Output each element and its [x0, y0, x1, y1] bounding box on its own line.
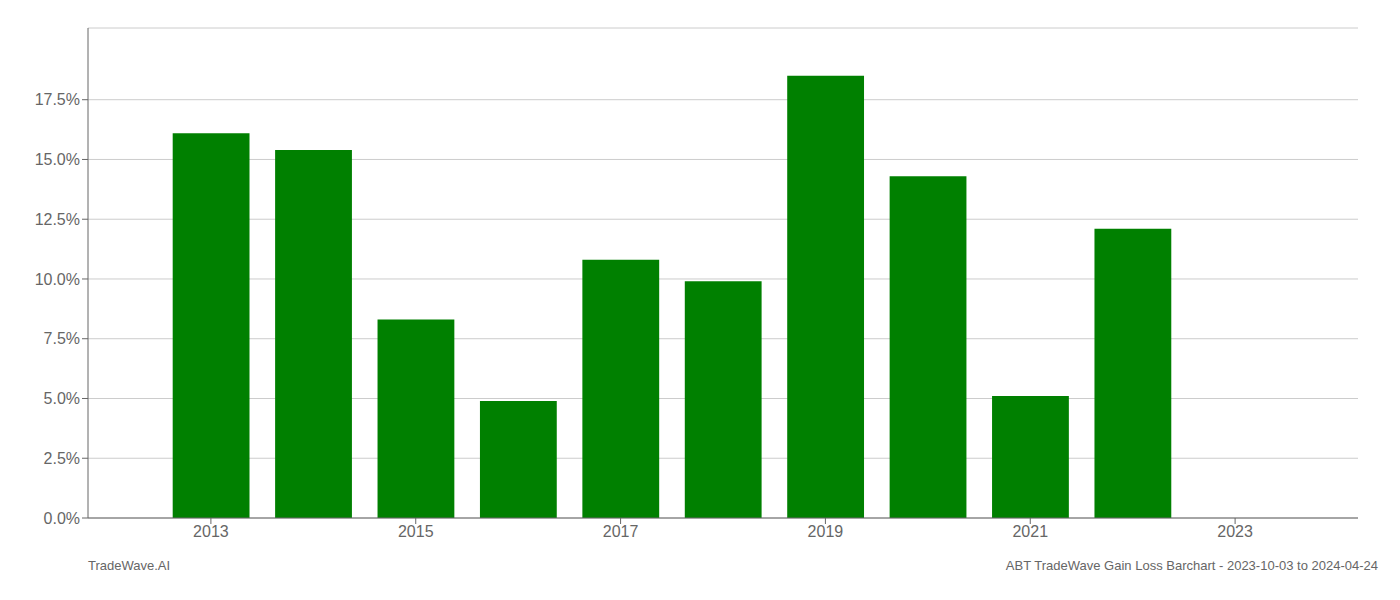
svg-text:12.5%: 12.5%: [35, 211, 80, 228]
svg-text:2023: 2023: [1217, 523, 1253, 540]
svg-text:2.5%: 2.5%: [44, 450, 80, 467]
svg-text:2021: 2021: [1012, 523, 1048, 540]
svg-text:2015: 2015: [398, 523, 434, 540]
svg-text:17.5%: 17.5%: [35, 91, 80, 108]
svg-text:10.0%: 10.0%: [35, 271, 80, 288]
svg-text:2013: 2013: [193, 523, 229, 540]
html-text:ABT TradeWave Gain Loss Barcha: ABT TradeWave Gain Loss Barchart - 2023-…: [1005, 558, 1378, 573]
svg-text:5.0%: 5.0%: [44, 390, 80, 407]
svg-text:2019: 2019: [808, 523, 844, 540]
svg-text:0.0%: 0.0%: [44, 510, 80, 527]
svg-text:7.5%: 7.5%: [44, 330, 80, 347]
html-text:TradeWave.AI: TradeWave.AI: [88, 558, 171, 573]
svg-text:2017: 2017: [603, 523, 639, 540]
svg-text:15.0%: 15.0%: [35, 151, 80, 168]
